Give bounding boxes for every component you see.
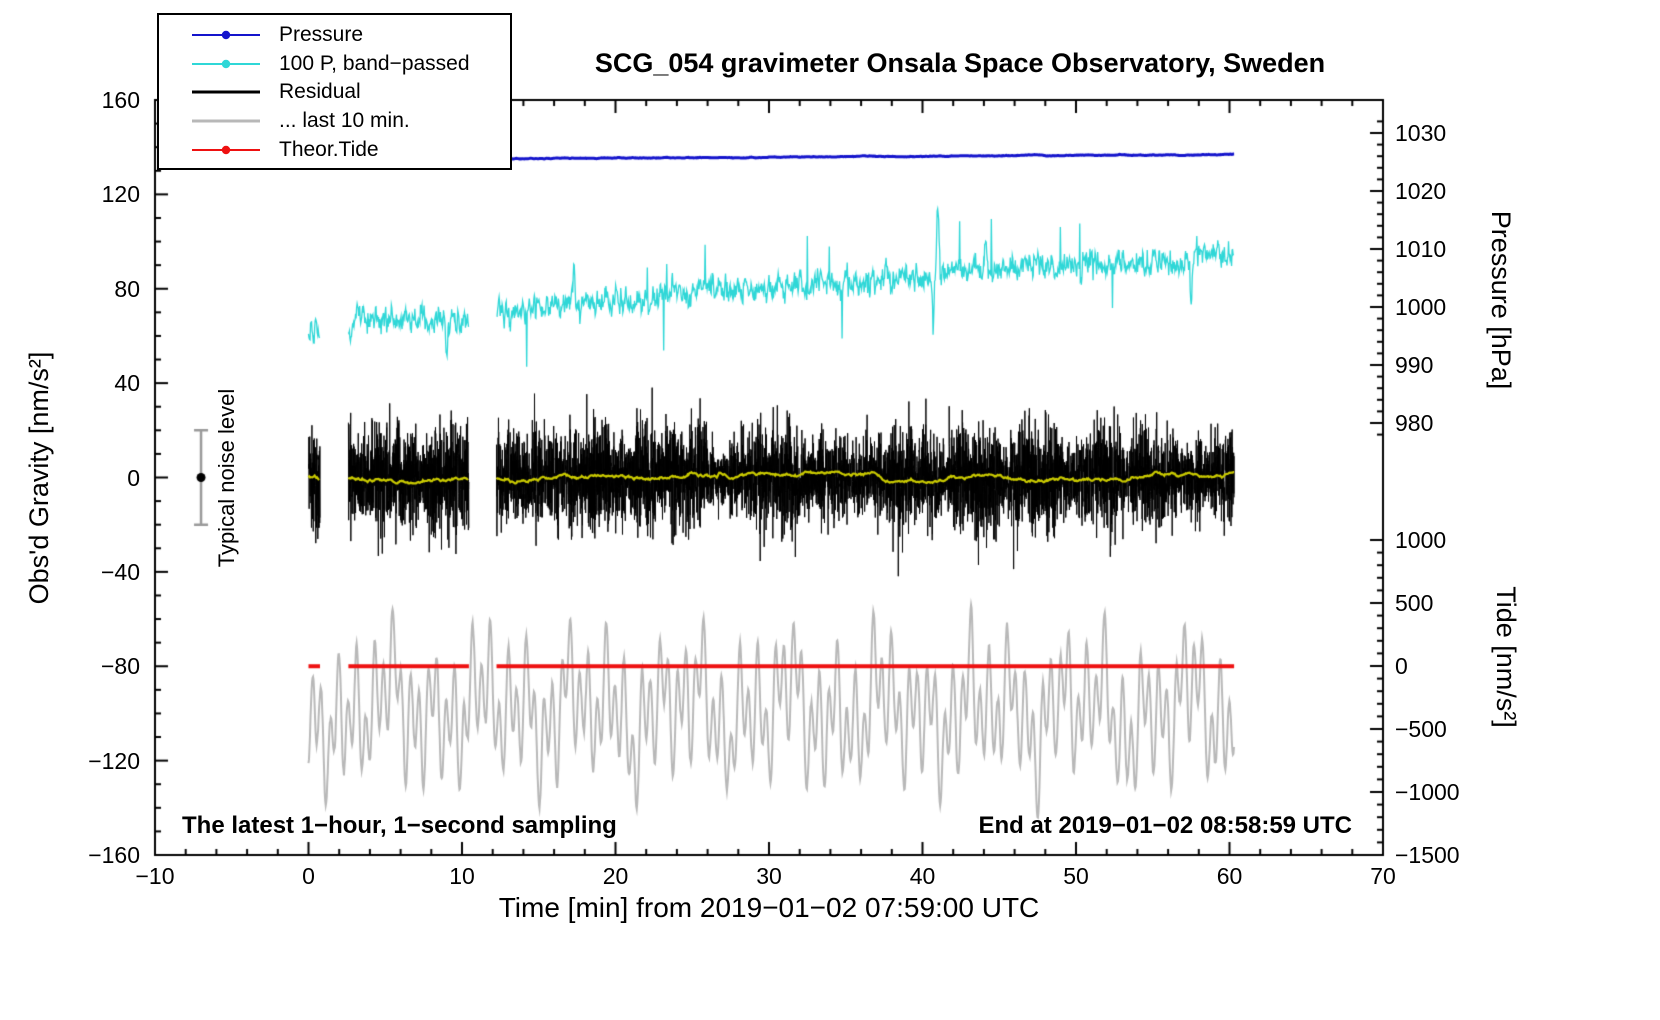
x-tick-label: 20 [602,863,629,889]
pressure-tick-label: 1000 [1395,294,1447,320]
legend-item-label: ... last 10 min. [279,109,410,133]
legend-item-2: Residual [159,78,510,107]
legend-item-label: Theor.Tide [279,137,379,161]
sampling-note: The latest 1−hour, 1−second sampling [182,812,617,839]
x-tick-label: −10 [135,863,175,889]
tide-tick-label: −1000 [1395,779,1460,805]
x-tick-label: 40 [909,863,936,889]
pressure-tick-label: 980 [1395,410,1434,436]
gravity-tick-label: −120 [88,747,140,774]
legend-item-1: 100 P, band−passed [159,50,510,79]
gravity-tick-label: −40 [100,558,140,585]
x-tick-label: 30 [756,863,782,889]
x-tick-label: 60 [1216,863,1243,889]
legend-swatch-icon [192,90,260,94]
pressure-tick-label: 990 [1395,352,1434,378]
gravity-tick-label: −80 [100,653,140,680]
legend-item-label: 100 P, band−passed [279,51,470,75]
pressure-tick-label: 1030 [1395,120,1447,146]
gravity-tick-label: 0 [127,464,140,491]
legend-item-label: Residual [279,80,361,104]
gravity-tick-label: 40 [114,370,140,397]
x-axis-label: Time [min] from 2019−01−02 07:59:00 UTC [498,892,1040,923]
legend-swatch-icon [192,119,260,123]
gravity-tick-label: −160 [88,842,140,868]
gravity-tick-label: 120 [101,181,140,208]
chart-title: SCG_054 gravimeter Onsala Space Observat… [594,48,1326,78]
noise-level-label: Typical noise level [214,388,239,568]
legend-swatch-icon [192,145,260,154]
gravity-tick-label: 80 [114,275,140,302]
legend: Pressure 100 P, band−passed Residual ... la… [157,13,512,170]
end-time-note: End at 2019−01−02 08:58:59 UTC [978,812,1352,839]
gravity-tick-label: 160 [101,87,140,113]
legend-item-0: Pressure [159,21,510,50]
legend-item-3: ... last 10 min. [159,107,510,136]
tide-tick-label: −1500 [1395,842,1460,868]
pressure-tick-label: 1020 [1395,178,1447,204]
legend-swatch-icon [192,59,260,69]
tide-tick-label: 0 [1395,653,1408,679]
legend-swatch-icon [192,31,260,40]
pressure-tick-label: 1010 [1395,236,1447,262]
x-tick-label: 70 [1370,863,1396,889]
tide-tick-label: 1000 [1395,527,1447,553]
tide-tick-label: 500 [1395,590,1434,616]
legend-item-label: Pressure [279,23,364,47]
x-tick-label: 0 [302,863,315,889]
x-tick-label: 10 [449,863,475,889]
x-tick-label: 50 [1063,863,1089,889]
tide-tick-label: −500 [1395,716,1447,742]
legend-item-4: Theor.Tide [159,135,510,164]
